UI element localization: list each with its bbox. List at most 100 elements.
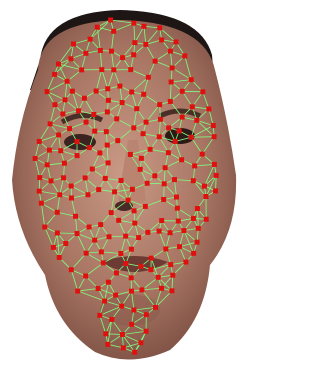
mesh-node <box>119 178 124 183</box>
mesh-node <box>62 161 67 166</box>
mesh-node <box>101 260 106 265</box>
mesh-node <box>83 51 88 56</box>
mesh-node <box>134 106 139 111</box>
mesh-node <box>146 75 151 80</box>
mesh-node <box>107 234 112 239</box>
mesh-node <box>120 100 125 105</box>
mesh-node <box>145 181 150 186</box>
mesh-node <box>191 216 196 221</box>
mesh-node <box>200 152 205 157</box>
mesh-node <box>94 89 99 94</box>
mesh-node <box>176 219 181 224</box>
mesh-node <box>130 187 135 192</box>
mesh-node <box>76 108 81 113</box>
mesh-node <box>109 49 114 54</box>
mesh-node <box>117 84 122 89</box>
mesh-node <box>138 167 143 172</box>
mesh-node <box>144 312 149 317</box>
mesh-node <box>172 177 177 182</box>
mesh-node <box>191 178 196 183</box>
mesh-node <box>168 49 173 54</box>
mesh-node <box>98 48 103 53</box>
mesh-node <box>129 322 134 327</box>
mesh-node <box>168 99 173 104</box>
mesh-node <box>141 24 146 29</box>
mesh-node <box>145 230 150 235</box>
mesh-node <box>156 275 161 280</box>
mesh-node <box>95 25 100 30</box>
mesh-node <box>67 126 72 131</box>
mesh-node <box>69 184 74 189</box>
mesh-node <box>131 125 136 130</box>
mesh-node <box>105 342 110 347</box>
mesh-node <box>168 262 173 267</box>
mesh-node <box>92 238 97 243</box>
mesh-node <box>138 340 143 345</box>
mesh-node <box>52 102 57 107</box>
mesh-node <box>202 184 207 189</box>
mesh-node <box>73 214 78 219</box>
mesh-node <box>128 67 133 72</box>
mesh-node <box>169 79 174 84</box>
mesh-node <box>159 286 164 291</box>
mesh-node <box>109 317 114 322</box>
mesh-node <box>179 157 184 162</box>
mesh-node <box>119 304 124 309</box>
page: (() => { const svg = document.getElement… <box>0 0 242 371</box>
mesh-node <box>91 112 96 117</box>
mesh-node <box>96 286 101 291</box>
mesh-node <box>55 210 60 215</box>
mesh-node <box>157 102 162 107</box>
mesh-node <box>166 125 171 130</box>
mesh-node <box>45 89 50 94</box>
mesh-node <box>99 249 104 254</box>
mesh-node <box>173 139 178 144</box>
mesh-node <box>87 225 92 230</box>
mesh-node <box>212 134 217 139</box>
mesh-node <box>131 52 136 57</box>
mesh-node <box>213 188 218 193</box>
mesh-node <box>177 128 182 133</box>
mesh-node <box>128 152 133 157</box>
mesh-node <box>60 111 65 116</box>
mesh-node <box>56 132 61 137</box>
mesh-node <box>131 307 136 312</box>
mesh-node <box>70 89 75 94</box>
mesh-node <box>189 135 194 140</box>
mesh-node <box>132 221 137 226</box>
mesh-node <box>203 194 208 199</box>
mesh-node <box>115 138 120 143</box>
mesh-node <box>182 53 187 58</box>
mesh-node <box>131 21 136 26</box>
mesh-node <box>98 222 103 227</box>
mesh-node <box>162 181 167 186</box>
mesh-node <box>191 251 196 256</box>
mesh-node <box>129 289 134 294</box>
mesh-node <box>158 117 163 122</box>
mesh-node <box>57 255 62 260</box>
mesh-node <box>195 206 200 211</box>
mesh-node <box>114 116 119 121</box>
mesh-node <box>84 120 89 125</box>
mesh-node <box>85 192 90 197</box>
mesh-node <box>177 244 182 249</box>
mesh-node <box>143 42 148 47</box>
mesh-node <box>211 123 216 128</box>
mesh-node <box>42 225 47 230</box>
mesh-node <box>108 18 113 23</box>
mesh-node <box>157 229 162 234</box>
mesh-node <box>103 176 108 181</box>
mesh-node <box>144 329 149 334</box>
mesh-node <box>139 156 144 161</box>
mesh-node <box>51 245 56 250</box>
mesh-node <box>88 37 93 42</box>
mesh-node <box>138 264 143 269</box>
mesh-edge <box>147 183 164 184</box>
mesh-node <box>103 331 108 336</box>
mesh-node <box>105 86 110 91</box>
mesh-node <box>183 260 188 265</box>
mesh-node <box>104 129 109 134</box>
mesh-node <box>69 196 74 201</box>
mesh-node <box>143 204 148 209</box>
mesh-node <box>120 55 125 60</box>
